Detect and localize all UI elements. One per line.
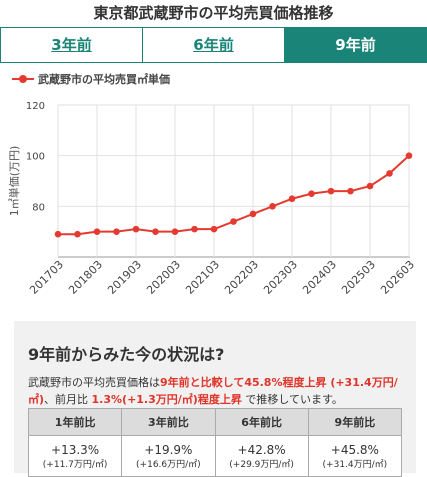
comparison-table: 1年前比 3年前比 6年前比 9年前比 +13.3% (+11.7万円/㎡) +1… [27, 408, 403, 477]
data-point [366, 182, 374, 190]
data-point [249, 210, 257, 218]
header-9-years: 9年前比 [307, 408, 403, 436]
x-tick-label: 201803 [66, 258, 105, 297]
amount-9-years: (+31.4万円/㎡) [322, 459, 388, 470]
data-point [405, 152, 413, 159]
cell-1-year: +13.3% (+11.7万円/㎡) [27, 435, 123, 477]
data-point [230, 218, 237, 225]
amount-1-year: (+11.7万円/㎡) [42, 459, 108, 470]
y-axis-title: 1㎡単価(万円) [7, 146, 21, 217]
x-tick-label: 202103 [183, 258, 222, 297]
tab-3-years[interactable]: 3年前 [51, 36, 92, 54]
cell-9-years: +45.8% (+31.4万円/㎡) [307, 435, 403, 477]
x-tick-label: 202003 [144, 258, 183, 297]
x-tick-label: 202303 [261, 258, 300, 297]
data-point [269, 203, 276, 210]
summary-text-2: 、前月比 [44, 393, 92, 406]
x-tick-label: 202403 [300, 258, 339, 297]
pct-1-year: +13.3% [51, 442, 100, 457]
summary-panel: 9年前からみた今の状況は? 武蔵野市の平均売買価格は9年前と比較して45.8%程… [14, 321, 416, 477]
tab-9-years[interactable]: 9年前 [284, 28, 426, 62]
data-point [152, 228, 159, 235]
data-point [74, 230, 81, 238]
tab-6-years[interactable]: 6年前 [142, 28, 284, 62]
amount-6-years: (+29.9万円/㎡) [229, 459, 294, 470]
summary-text: 武蔵野市の平均売買価格は9年前と比較して45.8%程度上昇 (+31.4万円/㎡… [28, 374, 402, 408]
pct-3-years: +19.9% [144, 442, 193, 457]
price-line-chart: 80 100 120 1㎡単価(万円) 201703 201803 201903 202003… [7, 101, 417, 297]
chart-legend[interactable]: 武蔵野市の平均売買㎡単価 [12, 70, 170, 88]
y-tick-label: 100 [26, 152, 45, 163]
data-point [191, 225, 198, 233]
pct-9-years: +45.8% [330, 442, 379, 457]
legend-label: 武蔵野市の平均売買㎡単価 [38, 73, 170, 86]
data-point [113, 228, 120, 235]
data-point [288, 195, 296, 203]
header-6-years: 6年前比 [214, 408, 309, 436]
x-tick-label: 201703 [27, 258, 66, 297]
data-point [347, 187, 354, 195]
cell-3-years: +19.9% (+16.6万円/㎡) [121, 435, 216, 477]
summary-heading: 9年前からみた今の状況は? [28, 345, 225, 364]
cell-6-years: +42.8% (+29.9万円/㎡) [214, 435, 309, 477]
x-tick-label: 202203 [222, 258, 261, 297]
header-1-year: 1年前比 [27, 408, 123, 436]
y-tick-label: 80 [32, 202, 45, 213]
x-tick-label: 202503 [339, 258, 378, 297]
data-point [93, 228, 101, 235]
data-point [132, 225, 140, 233]
x-tick-label: 201903 [105, 258, 144, 297]
comparison-value-row: +13.3% (+11.7万円/㎡) +19.9% (+16.6万円/㎡) +42.… [27, 435, 403, 477]
page-title: 東京都武蔵野市の平均売買価格推移 [93, 4, 334, 22]
pct-6-years: +42.8% [237, 442, 286, 457]
data-point [308, 190, 315, 197]
comparison-header-row: 1年前比 3年前比 6年前比 9年前比 [27, 408, 403, 436]
summary-highlight-9y: 9年前と比較して45.8%程度上昇 (+31.4万円/㎡) [28, 376, 398, 406]
header-3-years: 3年前比 [121, 408, 216, 436]
summary-text-3: で推移しています。 [241, 393, 343, 406]
amount-3-years: (+16.6万円/㎡) [136, 459, 201, 470]
data-point [386, 170, 393, 177]
summary-text-1: 武蔵野市の平均売買価格は [28, 376, 160, 389]
data-point [210, 225, 218, 233]
summary-highlight-month: 1.3%(+1.3万円/㎡)程度上昇 [91, 393, 242, 406]
legend-line-marker [12, 74, 34, 84]
data-point [327, 187, 335, 195]
data-point [171, 228, 179, 235]
period-tabs: 3年前 6年前 9年前 [0, 27, 427, 63]
x-tick-label: 202603 [378, 258, 417, 297]
y-tick-label: 120 [26, 101, 45, 112]
data-point [54, 230, 62, 238]
